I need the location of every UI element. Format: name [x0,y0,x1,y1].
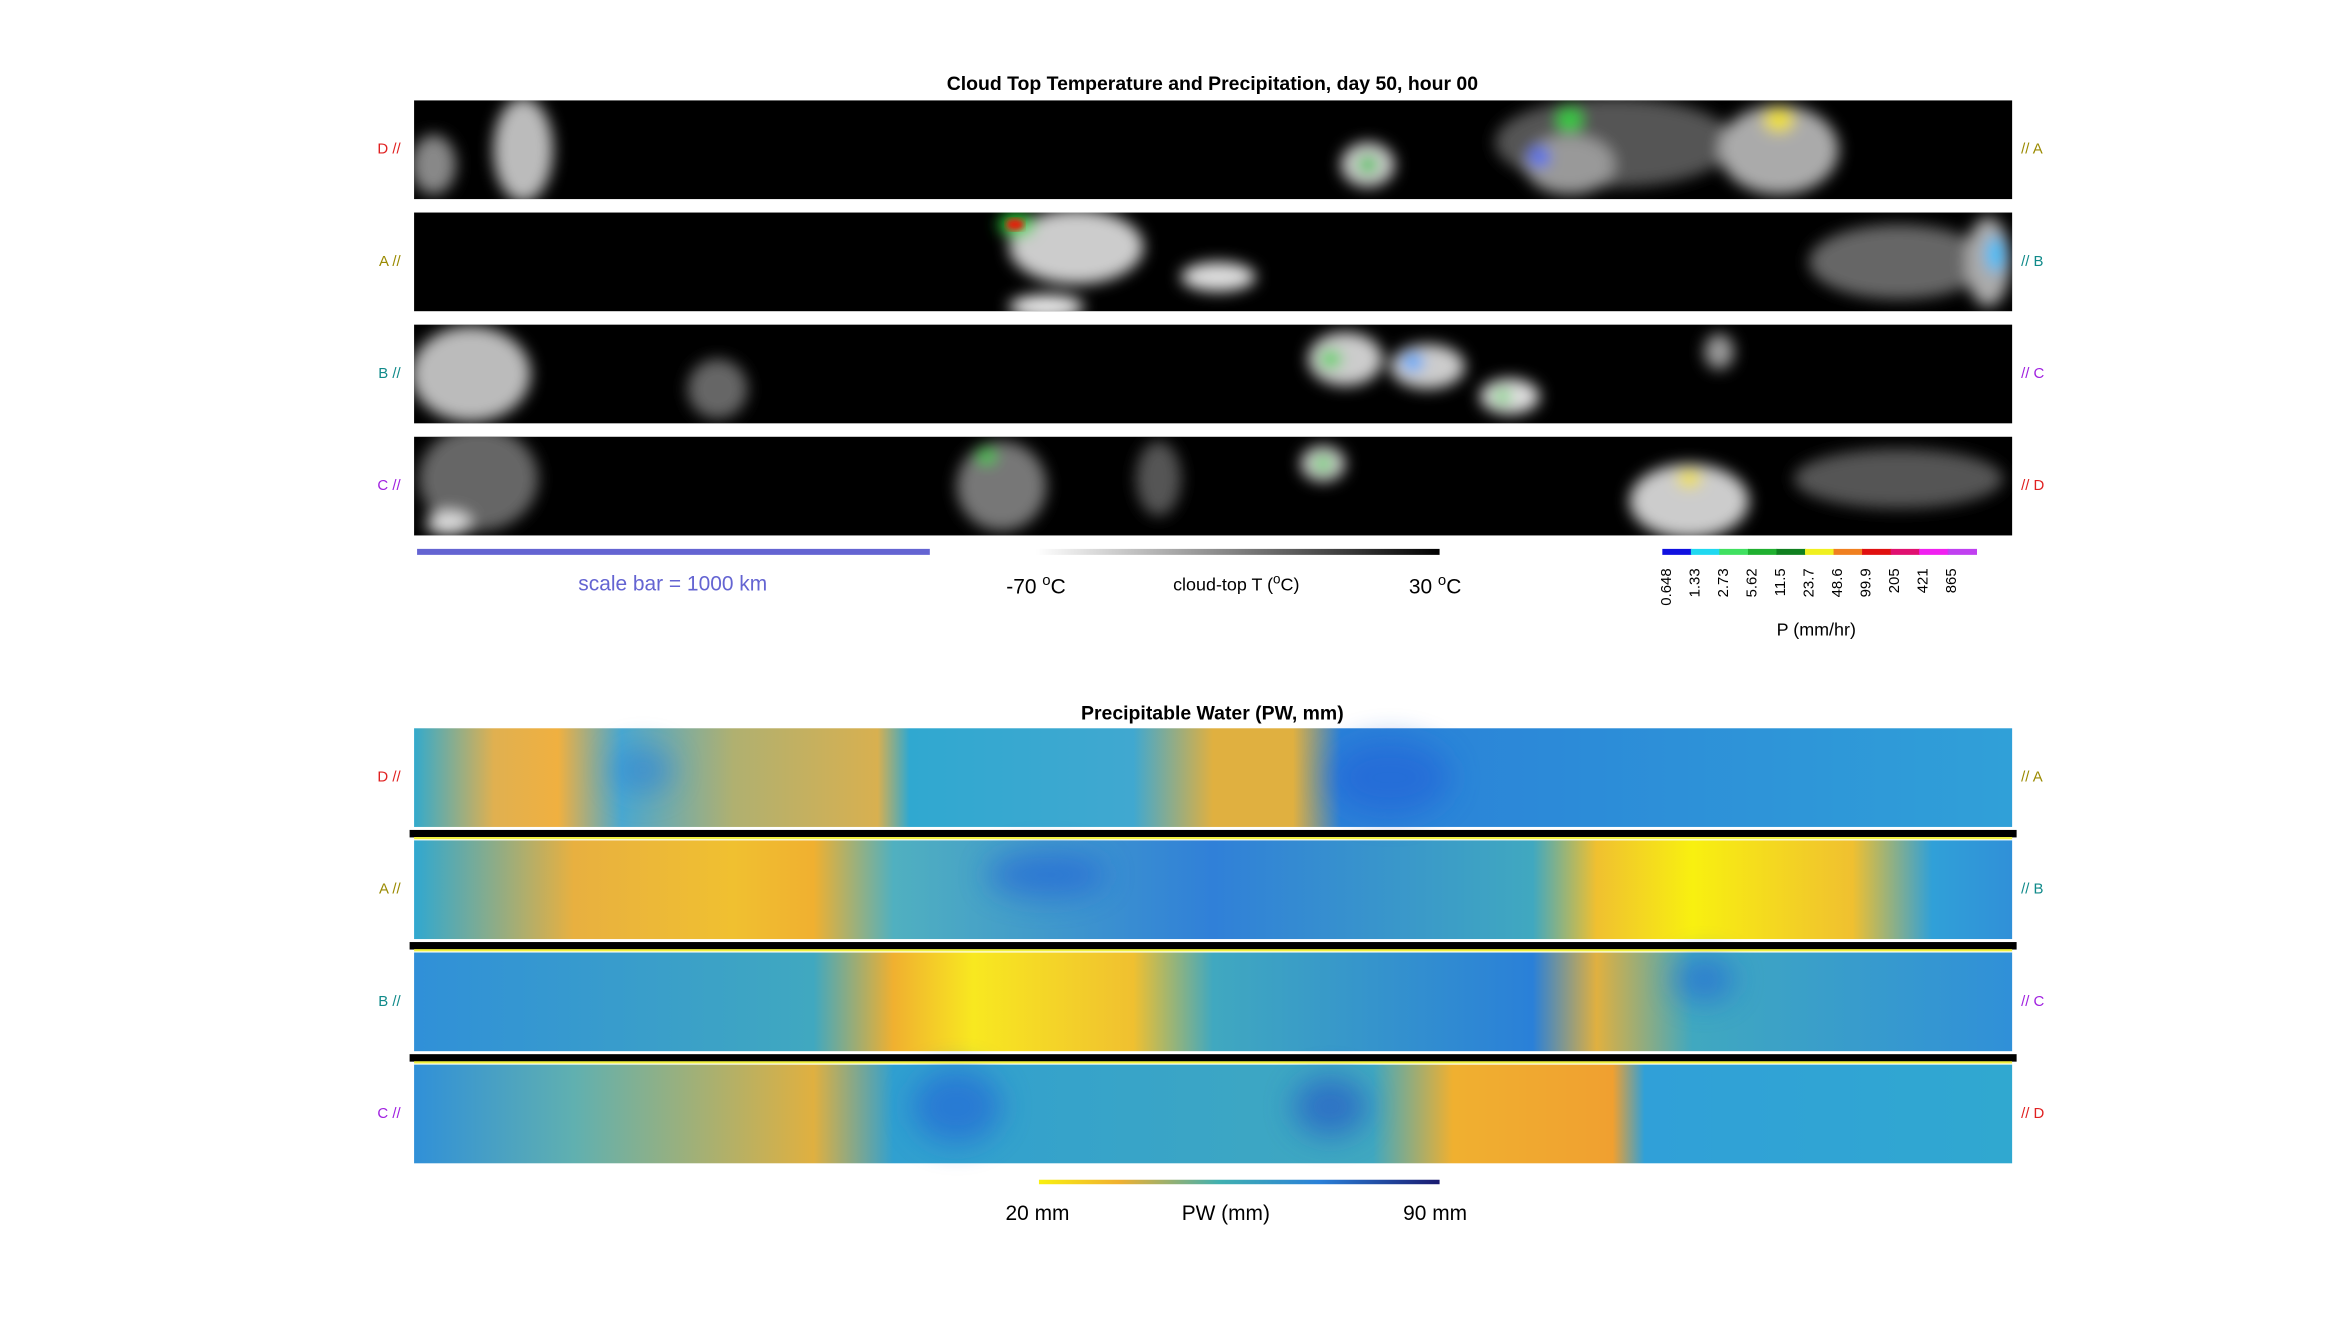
bottom-title: Precipitable Water (PW, mm) [1081,702,1344,724]
precip-tick-label: 48.6 [1829,568,1846,597]
precip-color-segment [1833,548,1863,555]
precip-tick-label: 421 [1915,568,1932,593]
precip-colorbar-title: P (mm/hr) [1777,620,1856,640]
pw-colorbar-title: PW (mm) [1182,1202,1270,1225]
temp-max-label: 30 oC [1409,572,1462,599]
left-strip-label: B // [378,993,401,1010]
left-strip-label: A // [379,253,401,270]
right-strip-label: // B [2021,253,2043,270]
precip-colorbar: 0.648 1.33 2.73 5.62 11.5 23.7 48.6 99.9 205 421 8… [1658,548,1978,606]
pw-min-label: 20 mm [1006,1202,1070,1225]
precip-color-segment [1690,548,1721,555]
precip-tick-label: 205 [1886,568,1903,593]
temperature-colorbar [1035,548,1440,555]
precip-tick-label: 865 [1943,568,1960,593]
precip-tick-label: 0.648 [1658,568,1675,605]
precip-color-segment [1776,548,1806,555]
temp-colorbar-title: cloud-top T (oC) [1173,571,1299,594]
left-strip-label: D // [377,141,401,158]
precip-tick-label: 99.9 [1858,568,1875,597]
right-strip-label: // A [2021,769,2043,786]
right-strip-label: // D [2021,477,2044,494]
top-title: Cloud Top Temperature and Precipitation,… [947,73,1478,95]
right-strip-label: // A [2021,141,2043,158]
left-strip-label: D // [377,769,401,786]
left-strip-label: B // [378,365,401,382]
right-strip-label: // B [2021,881,2043,898]
cloud-strips [414,100,2013,536]
precip-color-segment [1862,548,1892,555]
left-strip-label: A // [379,881,401,898]
precip-color-segment [1662,548,1692,555]
right-strip-label: // C [2021,993,2044,1010]
pw-max-label: 90 mm [1403,1202,1467,1225]
precip-tick-label: 1.33 [1686,568,1703,597]
precip-color-segment [1747,548,1778,555]
temp-min-label: -70 oC [1006,572,1065,599]
precip-color-segment [1805,548,1835,555]
precip-color-segment [1919,548,1949,555]
right-strip-label: // C [2021,365,2044,382]
pw-colorbar [1038,1179,1440,1185]
precip-tick-label: 11.5 [1772,568,1789,596]
left-strip-label: C // [377,477,401,494]
precip-color-segment [1890,548,1920,555]
precip-tick-label: 5.62 [1743,568,1760,597]
scale-bar-label: scale bar = 1000 km [578,573,767,596]
precip-tick-label: 23.7 [1800,568,1817,597]
precip-tick-label: 2.73 [1715,568,1732,597]
pw-strips [409,728,2017,1164]
precip-color-segment [1719,548,1749,555]
right-strip-label: // D [2021,1105,2044,1122]
precip-color-segment [1947,548,1978,555]
strip-labels: D // A // B // C // // A // B // C // D D // A //… [377,141,2044,1122]
left-strip-label: C // [377,1105,401,1122]
